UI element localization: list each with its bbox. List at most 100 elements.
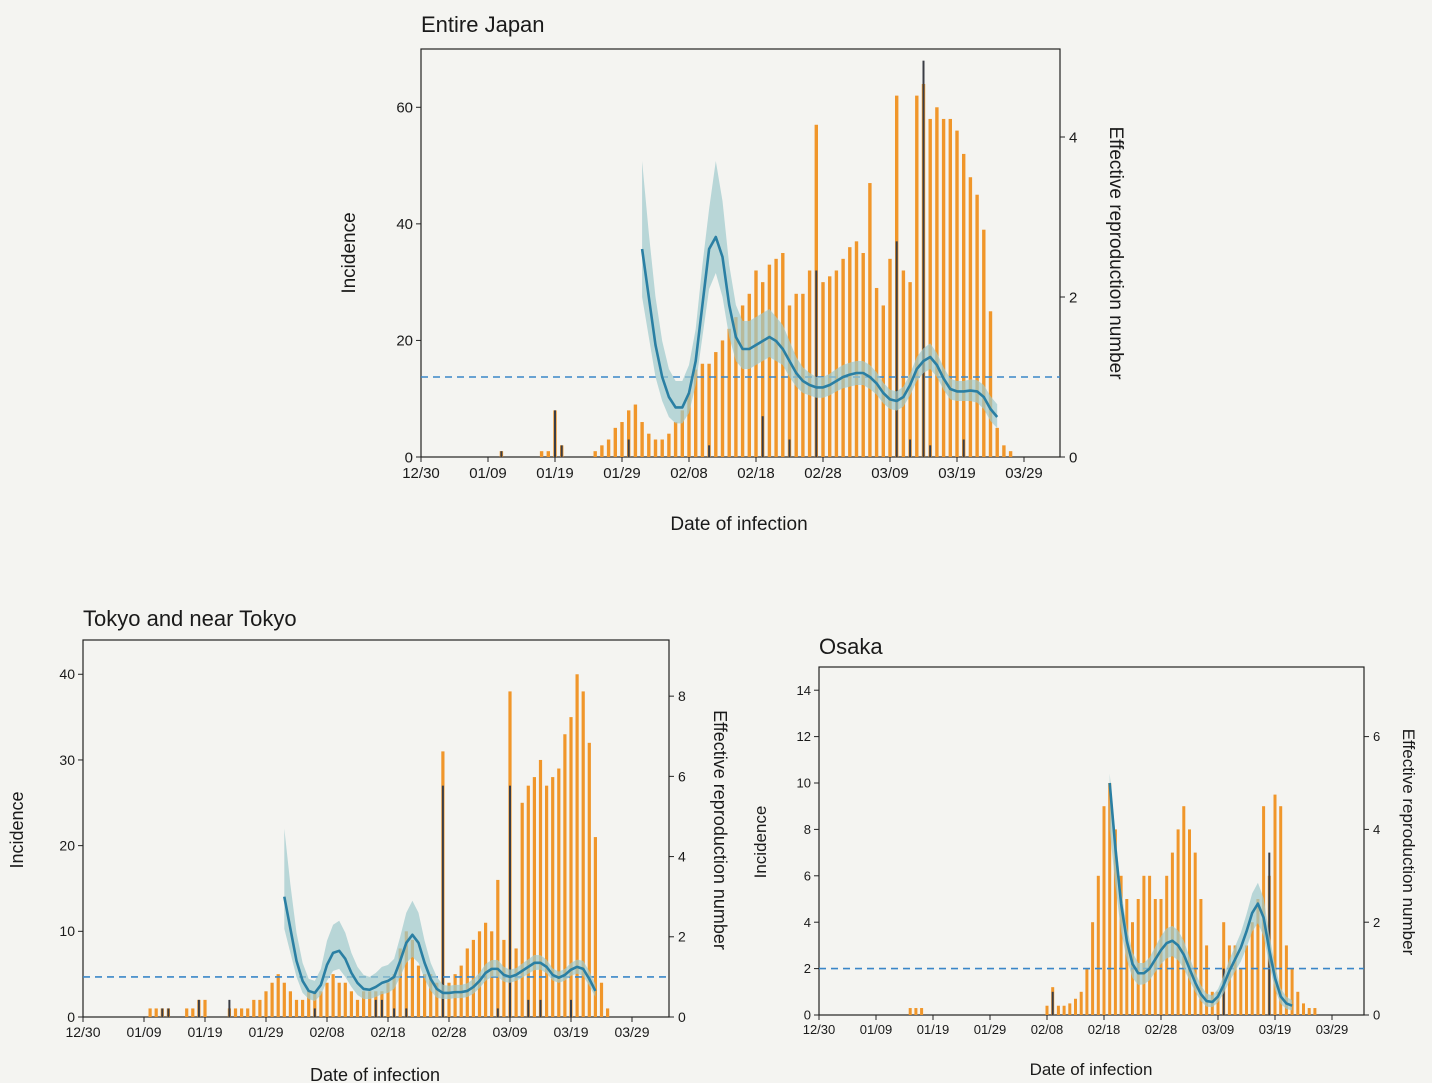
y-tick-label: 0 xyxy=(405,449,413,466)
incidence-bar xyxy=(761,282,765,457)
x-tick-label: 03/09 xyxy=(871,465,909,482)
incidence-bar xyxy=(1176,829,1180,1015)
x-tick-label: 12/30 xyxy=(402,465,440,482)
incidence-bar xyxy=(941,118,946,457)
incidence-bar xyxy=(914,1008,918,1015)
incidence-bar xyxy=(593,451,597,457)
x-tick-label: 01/29 xyxy=(248,1024,283,1040)
incidence-bar xyxy=(337,982,341,1017)
incidence-bar xyxy=(471,939,475,1017)
incidence-bar xyxy=(416,965,421,1017)
incidence-bar xyxy=(496,879,500,1017)
incidence-bar xyxy=(888,258,892,457)
x-tick-label: 02/28 xyxy=(431,1024,466,1040)
incidence-bar xyxy=(1216,991,1220,1015)
y2-tick-label: 0 xyxy=(1069,449,1077,466)
imported-case-bar xyxy=(405,1008,408,1017)
incidence-bar xyxy=(834,270,839,457)
imported-case-bar xyxy=(374,999,377,1017)
incidence-bar xyxy=(532,777,536,1017)
incidence-bar xyxy=(975,194,979,457)
incidence-bar xyxy=(465,948,469,1017)
incidence-bar xyxy=(319,991,323,1017)
incidence-bar xyxy=(653,439,658,457)
incidence-bar xyxy=(252,999,256,1017)
incidence-bar xyxy=(633,404,638,457)
incidence-bar xyxy=(868,183,872,458)
y-tick-label: 6 xyxy=(804,868,811,883)
incidence-bar xyxy=(435,982,439,1017)
x-tick-label: 02/08 xyxy=(309,1024,344,1040)
imported-case-bar xyxy=(496,1008,499,1017)
incidence-bar xyxy=(154,1008,158,1017)
incidence-bar xyxy=(1068,1003,1072,1015)
imported-case-bar xyxy=(509,785,511,1017)
incidence-bar xyxy=(1002,445,1006,457)
incidence-bar xyxy=(392,974,396,1017)
incidence-bar xyxy=(301,999,305,1017)
incidence-bar xyxy=(1062,1005,1066,1015)
incidence-bar xyxy=(1056,1005,1060,1015)
incidence-bar xyxy=(1193,852,1197,1015)
imported-case-bar xyxy=(929,445,932,457)
incidence-bar xyxy=(861,253,865,457)
incidence-bar xyxy=(526,785,530,1017)
y-tick-label: 40 xyxy=(396,216,413,233)
x-axis-label: Date of infection xyxy=(1030,1060,1153,1079)
incidence-bar xyxy=(1102,806,1106,1015)
incidence-bar xyxy=(747,293,751,457)
incidence-bar xyxy=(740,305,745,457)
y-tick-label: 20 xyxy=(396,333,413,350)
x-tick-label: 01/29 xyxy=(974,1022,1007,1037)
incidence-bar xyxy=(901,270,906,457)
incidence-bar xyxy=(640,422,644,457)
incidence-bar xyxy=(538,759,543,1017)
incidence-bar xyxy=(546,451,550,457)
x-tick-label: 01/19 xyxy=(536,465,574,482)
incidence-bar xyxy=(787,305,792,457)
imported-case-bar xyxy=(815,270,818,457)
incidence-bar xyxy=(331,974,335,1017)
imported-case-bar xyxy=(228,999,231,1017)
incidence-bar xyxy=(593,837,597,1017)
panel-entire-japan: Entire Japan Date of infection Incidence… xyxy=(339,12,1126,535)
incidence-bar xyxy=(258,999,262,1017)
incidence-bar xyxy=(915,95,919,457)
incidence-bar xyxy=(1108,783,1112,1015)
x-tick-label: 01/09 xyxy=(469,465,507,482)
imported-case-bar xyxy=(313,1008,316,1017)
incidence-bar xyxy=(599,982,604,1017)
incidence-bar xyxy=(203,999,207,1017)
y2-tick-label: 2 xyxy=(1373,915,1380,930)
incidence-bar xyxy=(563,734,567,1017)
incidence-bar xyxy=(1182,806,1186,1015)
x-tick-label: 03/19 xyxy=(938,465,976,482)
incidence-bar xyxy=(429,974,433,1017)
incidence-bar xyxy=(264,991,268,1017)
imported-case-bar xyxy=(554,410,556,457)
imported-case-bar xyxy=(197,999,200,1017)
y-tick-label: 0 xyxy=(804,1008,811,1023)
x-axis-label: Date of infection xyxy=(670,514,807,535)
y-tick-label: 12 xyxy=(797,729,811,744)
incidence-bar xyxy=(841,258,845,457)
incidence-bar xyxy=(606,439,611,457)
y-tick-label: 14 xyxy=(797,683,811,698)
imported-case-bar xyxy=(539,999,542,1017)
incidence-bar xyxy=(349,991,353,1017)
y-tick-label: 20 xyxy=(59,838,75,854)
incidence-bar xyxy=(707,363,711,457)
x-tick-label: 02/18 xyxy=(737,465,775,482)
incidence-bar xyxy=(613,427,617,457)
imported-case-bar xyxy=(167,1008,170,1017)
imported-case-bar xyxy=(570,999,572,1017)
x-tick-label: 01/19 xyxy=(917,1022,950,1037)
y-axis-label: Incidence xyxy=(751,806,770,879)
incidence-bar xyxy=(191,1008,195,1017)
y2-tick-label: 2 xyxy=(678,929,686,945)
incidence-bar xyxy=(700,363,705,457)
incidence-bar xyxy=(270,982,274,1017)
imported-case-bar xyxy=(895,241,898,457)
y-axis-label: Incidence xyxy=(7,791,27,868)
